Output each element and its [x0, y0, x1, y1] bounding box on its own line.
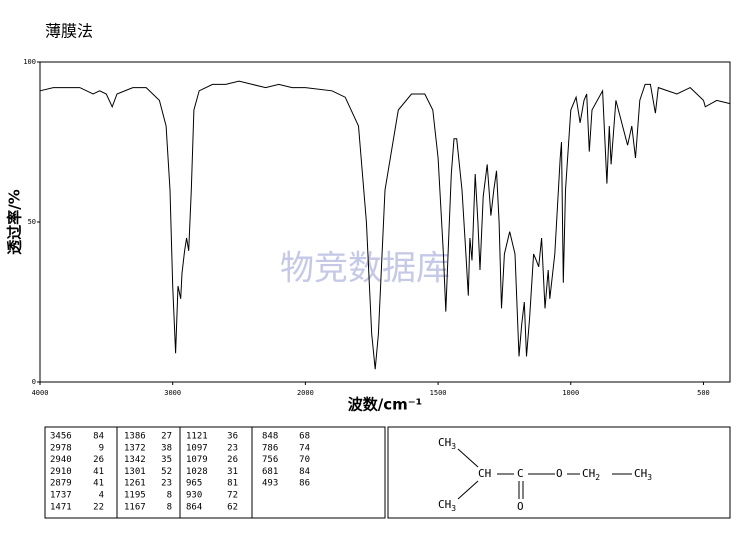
peak-transmittance: 31: [227, 467, 238, 477]
peak-transmittance: 4: [99, 491, 104, 501]
atom-symbol: O: [517, 500, 524, 513]
bonds: [457, 448, 632, 500]
peak-transmittance: 36: [227, 432, 238, 442]
y-tick-label: 0: [32, 378, 36, 386]
atom-label: CH3: [438, 436, 456, 451]
structure-box: [387, 426, 731, 519]
y-tick-label: 100: [23, 58, 36, 66]
x-tick-label: 3000: [164, 389, 181, 397]
y-axis-label: 透过率/%: [6, 189, 24, 255]
peak-wavenumber: 965: [186, 479, 202, 489]
y-tick-label: 50: [28, 218, 36, 226]
atom-label: C: [517, 467, 524, 480]
peak-transmittance: 26: [227, 455, 238, 465]
atom-subscript: 3: [451, 504, 456, 513]
peak-transmittance: 84: [93, 432, 104, 442]
peak-transmittance: 8: [167, 491, 172, 501]
atom-symbol: CH: [438, 498, 451, 511]
peak-transmittance: 35: [161, 455, 172, 465]
peak-transmittance: 27: [161, 432, 172, 442]
peak-wavenumber: 1386: [124, 432, 146, 442]
x-tick-label: 1500: [430, 389, 447, 397]
x-tick-label: 1000: [562, 389, 579, 397]
peak-transmittance: 86: [299, 479, 310, 489]
atom-label: O: [517, 500, 524, 513]
table-box: [44, 426, 386, 519]
x-tick-label: 500: [697, 389, 710, 397]
atom-symbol: CH: [634, 467, 647, 480]
plot-frame: [39, 61, 731, 383]
atom-label: CH2: [582, 467, 600, 482]
peak-wavenumber: 1261: [124, 479, 146, 489]
peak-wavenumber: 2940: [50, 455, 72, 465]
peak-transmittance: 52: [161, 467, 172, 477]
atom-label: CH: [478, 467, 491, 480]
peak-transmittance: 23: [161, 479, 172, 489]
x-tick-label: 4000: [32, 389, 49, 397]
atom-subscript: 2: [595, 473, 600, 482]
peak-wavenumber: 2879: [50, 479, 72, 489]
peak-wavenumber: 1079: [186, 455, 208, 465]
peak-wavenumber: 786: [262, 443, 278, 453]
peak-transmittance: 22: [93, 502, 104, 512]
peak-wavenumber: 1097: [186, 443, 208, 453]
atom-label: CH3: [634, 467, 652, 482]
peak-transmittance: 38: [161, 443, 172, 453]
peak-transmittance: 68: [299, 432, 310, 442]
peak-transmittance: 84: [299, 467, 310, 477]
peak-transmittance: 74: [299, 443, 310, 453]
peak-wavenumber: 1167: [124, 502, 146, 512]
atom-symbol: C: [517, 467, 524, 480]
peak-wavenumber: 2910: [50, 467, 72, 477]
peak-transmittance: 41: [93, 479, 104, 489]
peak-wavenumber: 1301: [124, 467, 146, 477]
peak-transmittance: 23: [227, 443, 238, 453]
peak-transmittance: 9: [99, 443, 104, 453]
atom-symbol: CH: [582, 467, 595, 480]
peak-wavenumber: 756: [262, 455, 278, 465]
watermark: 物竞数据库: [280, 249, 450, 289]
atom-symbol: CH: [478, 467, 491, 480]
peak-wavenumber: 1121: [186, 432, 208, 442]
peak-wavenumber: 1737: [50, 491, 72, 501]
peak-wavenumber: 1372: [124, 443, 146, 453]
peak-wavenumber: 1471: [50, 502, 72, 512]
x-tick-label: 2000: [297, 389, 314, 397]
peak-wavenumber: 681: [262, 467, 278, 477]
spectrum-line: [39, 80, 731, 370]
atom-subscript: 3: [451, 442, 456, 451]
peak-wavenumber: 493: [262, 479, 278, 489]
peak-transmittance: 81: [227, 479, 238, 489]
peak-transmittance: 70: [299, 455, 310, 465]
peak-wavenumber: 848: [262, 432, 278, 442]
peak-wavenumber: 864: [186, 502, 202, 512]
atom-label: CH3: [438, 498, 456, 513]
peak-transmittance: 62: [227, 502, 238, 512]
peak-wavenumber: 1342: [124, 455, 146, 465]
atom-label: O: [556, 467, 563, 480]
peak-transmittance: 8: [167, 502, 172, 512]
peak-transmittance: 72: [227, 491, 238, 501]
atom-symbol: CH: [438, 436, 451, 449]
x-axis-label: 波数/cm⁻¹: [348, 396, 423, 414]
atom-symbol: O: [556, 467, 563, 480]
peak-wavenumber: 2978: [50, 443, 72, 453]
atom-subscript: 3: [647, 473, 652, 482]
peak-wavenumber: 3456: [50, 432, 72, 442]
peak-wavenumber: 930: [186, 491, 202, 501]
peak-wavenumber: 1195: [124, 491, 146, 501]
peak-transmittance: 41: [93, 467, 104, 477]
peak-wavenumber: 1028: [186, 467, 208, 477]
chart-title: 薄膜法: [45, 22, 93, 41]
peak-transmittance: 26: [93, 455, 104, 465]
